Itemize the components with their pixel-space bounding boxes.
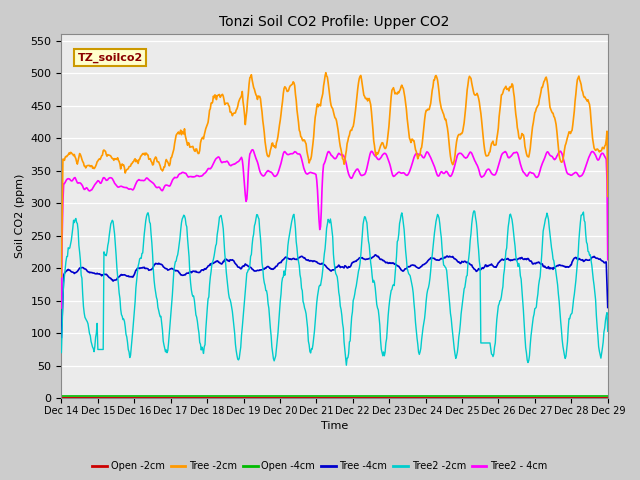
Title: Tonzi Soil CO2 Profile: Upper CO2: Tonzi Soil CO2 Profile: Upper CO2 <box>220 15 450 29</box>
Legend: Open -2cm, Tree -2cm, Open -4cm, Tree -4cm, Tree2 -2cm, Tree2 - 4cm: Open -2cm, Tree -2cm, Open -4cm, Tree -4… <box>88 457 552 475</box>
X-axis label: Time: Time <box>321 421 348 432</box>
Text: TZ_soilco2: TZ_soilco2 <box>78 52 143 63</box>
Y-axis label: Soil CO2 (ppm): Soil CO2 (ppm) <box>15 174 25 258</box>
